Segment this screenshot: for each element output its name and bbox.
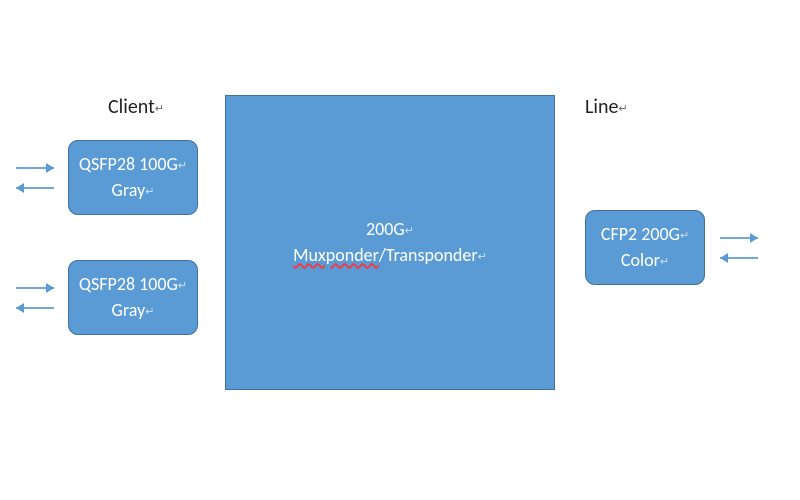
signal-arrows — [0, 0, 800, 500]
